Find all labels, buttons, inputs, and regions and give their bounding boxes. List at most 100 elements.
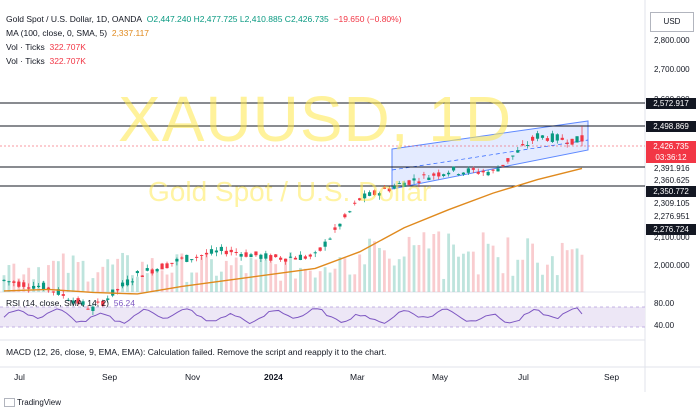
vol-legend-2[interactable]: Vol · Ticks 322.707K xyxy=(6,56,86,66)
volume-bar xyxy=(422,232,426,292)
candle-body xyxy=(461,172,466,175)
volume-bar xyxy=(368,238,371,292)
volume-bar xyxy=(457,256,460,292)
candle-body xyxy=(293,257,298,260)
price-tick: 2,391.916 xyxy=(654,164,690,173)
volume-bar xyxy=(565,250,569,292)
volume-bar xyxy=(126,255,129,292)
volume-bar xyxy=(575,248,579,292)
candle-body xyxy=(570,138,574,145)
volume-bar xyxy=(516,259,520,292)
volume-bar xyxy=(476,274,480,292)
candle-body xyxy=(338,223,342,227)
candle-body xyxy=(279,257,283,260)
price-tick: 2,800.000 xyxy=(654,36,690,45)
volume-bar xyxy=(284,258,287,292)
tradingview-logo[interactable]: TradingView xyxy=(4,398,62,408)
volume-bar xyxy=(580,254,584,292)
volume-bar xyxy=(219,271,223,292)
rsi-line xyxy=(3,307,583,325)
volume-bar xyxy=(486,243,490,292)
volume-bar xyxy=(27,267,31,292)
candle-body xyxy=(229,249,233,253)
candle-body xyxy=(580,135,584,142)
volume-bar xyxy=(546,264,549,292)
candle-body xyxy=(550,133,554,142)
volume-bar xyxy=(378,247,381,292)
volume-bar xyxy=(333,268,337,292)
level-box: 2,276.724 xyxy=(646,224,696,235)
volume-bar xyxy=(224,260,228,292)
volume-bar xyxy=(313,277,317,292)
rsi-tick: 80.00 xyxy=(654,299,675,308)
macd-error-text: MACD (12, 26, close, 9, EMA, EMA): Calcu… xyxy=(6,347,387,357)
candle-body xyxy=(170,262,174,264)
candle-body xyxy=(81,301,85,305)
volume-bar xyxy=(318,271,322,292)
candle-body xyxy=(407,180,411,185)
candle-body xyxy=(333,227,337,230)
candle-body xyxy=(447,172,451,175)
candle-body xyxy=(422,174,426,176)
volume-bar xyxy=(541,274,544,292)
candle-body xyxy=(259,254,263,259)
price-tick: 2,309.105 xyxy=(654,199,690,208)
volume-bar xyxy=(338,257,342,292)
volume-bar xyxy=(91,278,95,292)
volume-bar xyxy=(427,248,431,292)
volume-bar xyxy=(2,275,6,292)
candle-body xyxy=(239,254,243,257)
volume-bar xyxy=(432,234,436,292)
candle-body xyxy=(219,246,223,251)
candle-body xyxy=(303,256,307,259)
candle-body xyxy=(116,289,120,291)
candle-body xyxy=(313,252,317,254)
footer-brand: TradingView xyxy=(17,398,62,407)
candle-body xyxy=(66,299,70,301)
candle-body xyxy=(209,249,214,254)
volume-bar xyxy=(195,272,199,292)
volume-bar xyxy=(259,256,263,292)
volume-bar xyxy=(373,241,376,292)
level-box: 2,572.917 xyxy=(646,98,696,109)
ma-legend[interactable]: MA (100, close, 0, SMA, 5) 2,337.117 xyxy=(6,28,149,38)
candle-body xyxy=(165,263,169,269)
volume-bar xyxy=(279,280,283,292)
level-box: 2,350.772 xyxy=(646,186,696,197)
volume-bar xyxy=(550,256,554,292)
volume-bar xyxy=(447,233,451,292)
candle-body xyxy=(491,169,495,171)
vol-legend-1[interactable]: Vol · Ticks 322.707K xyxy=(6,42,86,52)
candle-body xyxy=(155,269,159,272)
macd-legend[interactable]: MACD (12, 26, close, 9, EMA, EMA): Calcu… xyxy=(6,347,386,357)
volume-bar xyxy=(521,259,525,292)
volume-bar xyxy=(531,243,534,292)
volume-bar xyxy=(358,254,362,292)
candle-body xyxy=(372,190,377,196)
volume-bar xyxy=(210,259,213,292)
volume-bar xyxy=(294,278,297,292)
candle-body xyxy=(555,134,559,141)
candle-body xyxy=(214,250,219,253)
candle-body xyxy=(412,178,416,181)
rsi-legend[interactable]: RSI (14, close, SMA, 14, 2) 56.24 xyxy=(6,298,135,308)
candle-body xyxy=(195,256,199,258)
currency-button[interactable]: USD xyxy=(650,12,694,32)
candle-body xyxy=(175,258,179,262)
candle-body xyxy=(190,259,194,261)
candle-body xyxy=(106,298,110,300)
vol-value-2: 322.707K xyxy=(49,56,86,66)
candle-body xyxy=(56,289,60,295)
candle-body xyxy=(249,254,253,258)
volume-bar xyxy=(101,266,105,292)
volume-bar xyxy=(205,252,208,292)
volume-bar xyxy=(511,275,515,292)
volume-bar xyxy=(536,262,539,292)
candle-body xyxy=(101,300,105,306)
candle-body xyxy=(204,252,209,255)
candle-body xyxy=(318,247,322,251)
volume-bar xyxy=(12,263,16,292)
candle-body xyxy=(7,281,11,283)
candle-body xyxy=(417,181,421,184)
rsi-value: 56.24 xyxy=(113,298,135,308)
